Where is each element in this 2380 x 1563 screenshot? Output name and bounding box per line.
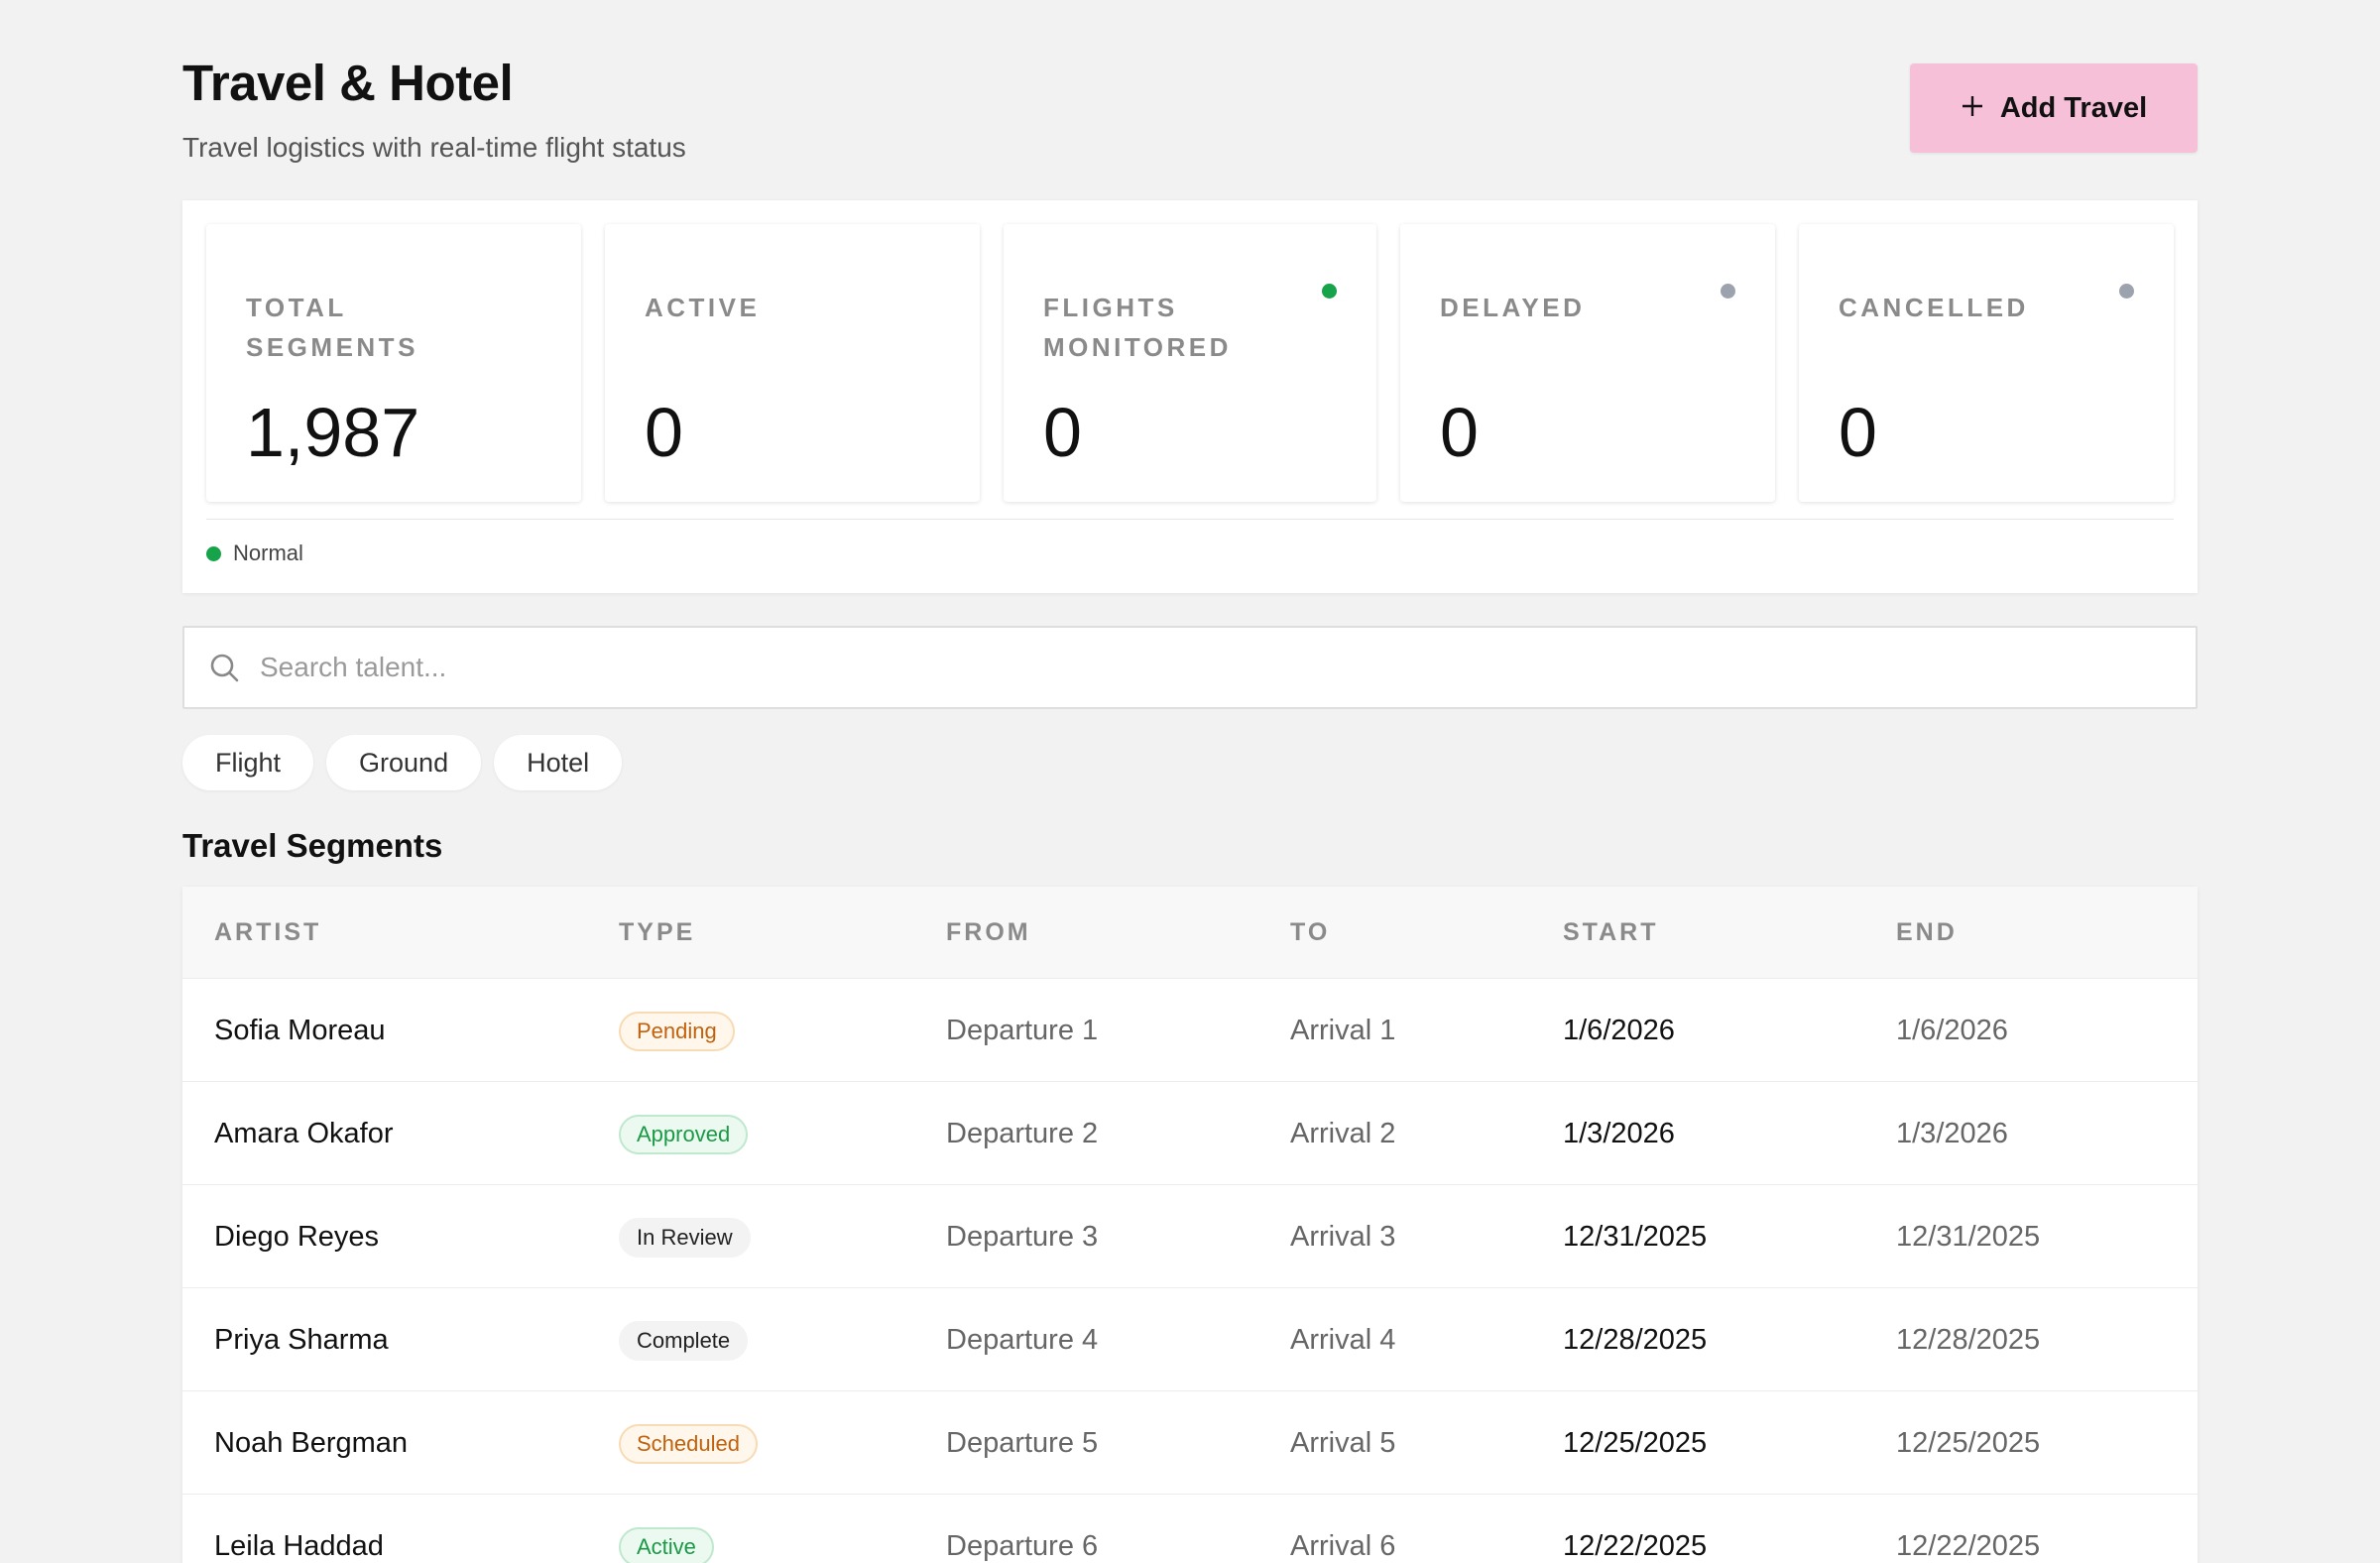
cell-start: 1/6/2026: [1563, 1015, 1675, 1046]
type-badge: Pending: [619, 1012, 735, 1052]
stat-value: 0: [1839, 394, 1877, 471]
filter-chips: Flight Ground Hotel: [182, 735, 623, 790]
cell-type: Pending: [619, 979, 735, 1082]
cell-artist: Diego Reyes: [214, 1221, 380, 1253]
cell-artist: Leila Haddad: [214, 1530, 384, 1562]
travel-segments-table: Artist Type From To Start End Sofia More…: [182, 887, 2198, 1563]
add-travel-label: Add Travel: [1999, 91, 2148, 124]
column-header-start[interactable]: Start: [1563, 918, 1659, 946]
status-dot-icon: [1322, 284, 1337, 299]
table-row[interactable]: Noah Bergman Scheduled Departure 5 Arriv…: [182, 1390, 2198, 1494]
cell-to: Arrival 1: [1290, 1015, 1396, 1046]
stat-card-active: Active 0: [605, 224, 980, 502]
cell-start: 12/25/2025: [1563, 1427, 1708, 1459]
cell-to: Arrival 5: [1290, 1427, 1396, 1459]
type-badge: Scheduled: [619, 1424, 758, 1465]
page-title: Travel & Hotel: [182, 55, 514, 111]
cell-end: 12/31/2025: [1896, 1221, 2041, 1253]
status-dot-icon: [1721, 284, 1735, 299]
cell-to: Arrival 6: [1290, 1530, 1396, 1562]
cell-from: Departure 1: [946, 1015, 1099, 1046]
stat-value: 0: [1043, 394, 1082, 471]
cell-artist: Priya Sharma: [214, 1324, 389, 1356]
cell-artist: Sofia Moreau: [214, 1015, 386, 1046]
cell-start: 12/28/2025: [1563, 1324, 1708, 1356]
cell-artist: Amara Okafor: [214, 1118, 394, 1149]
section-title: Travel Segments: [182, 827, 443, 864]
status-dot-icon: [2119, 284, 2134, 299]
cell-from: Departure 6: [946, 1530, 1099, 1562]
cell-from: Departure 5: [946, 1427, 1099, 1459]
search-icon: [208, 652, 242, 685]
cell-start: 12/22/2025: [1563, 1530, 1708, 1562]
cell-type: Scheduled: [619, 1391, 758, 1495]
cell-end: 12/22/2025: [1896, 1530, 2041, 1562]
cell-end: 12/28/2025: [1896, 1324, 2041, 1356]
stat-label: Flights Monitored: [1043, 293, 1232, 362]
cell-type: Complete: [619, 1288, 749, 1391]
cell-to: Arrival 3: [1290, 1221, 1396, 1253]
cell-end: 1/6/2026: [1896, 1015, 2008, 1046]
type-badge: In Review: [619, 1218, 751, 1259]
cell-start: 12/31/2025: [1563, 1221, 1708, 1253]
stat-card-total-segments: Total Segments 1,987: [206, 224, 581, 502]
table-row[interactable]: Diego Reyes In Review Departure 3 Arriva…: [182, 1184, 2198, 1287]
column-header-from[interactable]: From: [946, 918, 1031, 946]
filter-chip-ground[interactable]: Ground: [326, 735, 482, 790]
type-badge: Approved: [619, 1115, 749, 1155]
cell-start: 1/3/2026: [1563, 1118, 1675, 1149]
stat-label: Cancelled: [1839, 293, 2029, 322]
status-label: Normal: [233, 541, 303, 565]
stat-value: 0: [1440, 394, 1479, 471]
add-travel-button[interactable]: Add Travel: [1910, 63, 2198, 153]
cell-type: In Review: [619, 1185, 751, 1288]
table-row[interactable]: Sofia Moreau Pending Departure 1 Arrival…: [182, 978, 2198, 1081]
column-header-to[interactable]: To: [1290, 918, 1331, 946]
cell-from: Departure 3: [946, 1221, 1099, 1253]
filter-chip-hotel[interactable]: Hotel: [494, 735, 623, 790]
type-badge: Active: [619, 1527, 714, 1563]
stat-card-cancelled: Cancelled 0: [1799, 224, 2174, 502]
search-box: [182, 626, 2198, 709]
cell-artist: Noah Bergman: [214, 1427, 409, 1459]
cell-end: 1/3/2026: [1896, 1118, 2008, 1149]
cell-from: Departure 2: [946, 1118, 1099, 1149]
stat-label: Active: [645, 293, 761, 322]
cell-type: Active: [619, 1495, 714, 1563]
type-badge: Complete: [619, 1321, 749, 1362]
column-header-artist[interactable]: Artist: [214, 918, 322, 946]
stat-label: Delayed: [1440, 293, 1586, 322]
table-row[interactable]: Priya Sharma Complete Departure 4 Arriva…: [182, 1287, 2198, 1390]
filter-chip-flight[interactable]: Flight: [182, 735, 314, 790]
stats-divider: [206, 519, 2174, 520]
stats-panel: Total Segments 1,987 Active 0 Flights Mo…: [182, 200, 2198, 593]
stat-value: 0: [645, 394, 683, 471]
stat-card-delayed: Delayed 0: [1400, 224, 1775, 502]
system-status: Normal: [206, 541, 303, 566]
cell-to: Arrival 4: [1290, 1324, 1396, 1356]
search-input[interactable]: [260, 628, 2180, 707]
stat-card-flights-monitored: Flights Monitored 0: [1004, 224, 1376, 502]
status-dot-icon: [206, 545, 221, 561]
cell-from: Departure 4: [946, 1324, 1099, 1356]
cell-end: 12/25/2025: [1896, 1427, 2041, 1459]
column-header-type[interactable]: Type: [619, 918, 696, 946]
table-header: Artist Type From To Start End: [182, 887, 2198, 978]
stat-label: Total Segments: [246, 293, 418, 362]
column-header-end[interactable]: End: [1896, 918, 1958, 946]
page-subtitle: Travel logistics with real-time flight s…: [182, 132, 686, 163]
plus-icon: [1961, 88, 1984, 124]
table-row[interactable]: Leila Haddad Active Departure 6 Arrival …: [182, 1494, 2198, 1563]
table-row[interactable]: Amara Okafor Approved Departure 2 Arriva…: [182, 1081, 2198, 1184]
cell-type: Approved: [619, 1082, 749, 1185]
stat-value: 1,987: [246, 394, 420, 471]
cell-to: Arrival 2: [1290, 1118, 1396, 1149]
